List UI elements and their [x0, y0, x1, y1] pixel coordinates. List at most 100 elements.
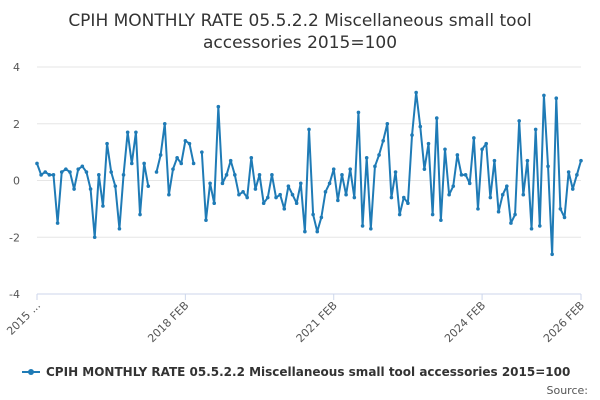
- data-point[interactable]: [191, 161, 196, 166]
- data-point[interactable]: [294, 201, 299, 205]
- data-point[interactable]: [385, 121, 390, 126]
- data-point[interactable]: [286, 184, 291, 188]
- data-point[interactable]: [492, 158, 497, 163]
- data-point[interactable]: [183, 138, 188, 143]
- data-point[interactable]: [47, 173, 52, 177]
- data-point[interactable]: [422, 167, 427, 171]
- data-point[interactable]: [455, 153, 460, 157]
- data-point[interactable]: [364, 156, 369, 160]
- data-point[interactable]: [389, 195, 394, 200]
- data-point[interactable]: [550, 252, 554, 257]
- data-point[interactable]: [274, 195, 278, 200]
- data-point[interactable]: [59, 170, 64, 174]
- data-point[interactable]: [525, 158, 530, 163]
- data-point[interactable]: [257, 173, 262, 177]
- data-point[interactable]: [216, 104, 221, 109]
- data-point[interactable]: [64, 167, 68, 171]
- data-point[interactable]: [154, 170, 159, 174]
- data-point[interactable]: [426, 141, 431, 146]
- data-point[interactable]: [521, 192, 526, 197]
- data-point[interactable]: [146, 184, 151, 188]
- data-point[interactable]: [200, 150, 204, 154]
- data-point[interactable]: [208, 181, 212, 186]
- data-point[interactable]: [377, 153, 381, 157]
- data-point[interactable]: [373, 164, 377, 169]
- data-point[interactable]: [488, 195, 493, 200]
- data-point[interactable]: [340, 173, 344, 177]
- data-point[interactable]: [204, 218, 208, 223]
- data-point[interactable]: [249, 156, 254, 160]
- data-point[interactable]: [430, 212, 435, 217]
- data-point[interactable]: [558, 207, 563, 211]
- data-point[interactable]: [282, 207, 287, 211]
- data-point[interactable]: [356, 110, 361, 115]
- data-point[interactable]: [43, 170, 48, 174]
- data-point[interactable]: [84, 170, 89, 174]
- data-point[interactable]: [241, 190, 245, 194]
- data-point[interactable]: [121, 173, 126, 177]
- data-point[interactable]: [142, 161, 146, 166]
- data-point[interactable]: [480, 147, 484, 152]
- data-point[interactable]: [175, 156, 179, 160]
- data-point[interactable]: [533, 127, 538, 132]
- data-point[interactable]: [562, 215, 567, 220]
- data-point[interactable]: [265, 195, 270, 200]
- data-point[interactable]: [117, 226, 122, 231]
- data-point[interactable]: [513, 212, 517, 217]
- data-point[interactable]: [336, 198, 340, 203]
- data-point[interactable]: [517, 119, 521, 123]
- data-point[interactable]: [443, 147, 447, 152]
- data-point[interactable]: [348, 167, 353, 171]
- data-point[interactable]: [509, 221, 513, 225]
- data-point[interactable]: [55, 221, 60, 225]
- data-point[interactable]: [554, 96, 559, 101]
- data-point[interactable]: [315, 229, 320, 234]
- data-point[interactable]: [76, 167, 81, 171]
- data-point[interactable]: [162, 121, 167, 126]
- data-point[interactable]: [484, 141, 489, 146]
- data-point[interactable]: [158, 153, 163, 157]
- data-point[interactable]: [463, 173, 468, 177]
- data-point[interactable]: [397, 212, 402, 217]
- data-point[interactable]: [579, 158, 583, 163]
- data-point[interactable]: [529, 226, 534, 231]
- data-point[interactable]: [575, 173, 579, 177]
- data-point[interactable]: [245, 195, 249, 200]
- data-point[interactable]: [212, 201, 217, 205]
- data-point[interactable]: [566, 170, 571, 174]
- data-point[interactable]: [414, 90, 418, 95]
- data-point[interactable]: [298, 181, 303, 186]
- data-point[interactable]: [233, 173, 237, 177]
- data-point[interactable]: [80, 164, 85, 169]
- data-point[interactable]: [500, 192, 505, 197]
- data-point[interactable]: [410, 133, 414, 137]
- data-point[interactable]: [476, 207, 480, 211]
- data-point[interactable]: [113, 184, 118, 188]
- data-point[interactable]: [542, 93, 546, 98]
- data-point[interactable]: [179, 161, 184, 166]
- data-point[interactable]: [97, 173, 101, 177]
- data-point[interactable]: [467, 181, 472, 186]
- data-point[interactable]: [92, 235, 97, 240]
- data-point[interactable]: [72, 187, 76, 191]
- data-point[interactable]: [307, 127, 311, 132]
- data-point[interactable]: [129, 161, 134, 166]
- data-point[interactable]: [496, 209, 501, 214]
- data-point[interactable]: [393, 170, 398, 174]
- data-point[interactable]: [331, 167, 336, 171]
- data-point[interactable]: [105, 141, 109, 146]
- data-point[interactable]: [344, 192, 348, 197]
- data-point[interactable]: [51, 173, 56, 177]
- legend[interactable]: CPIH MONTHLY RATE 05.5.2.2 Miscellaneous…: [22, 365, 570, 379]
- data-point[interactable]: [451, 184, 456, 188]
- data-point[interactable]: [39, 173, 43, 177]
- data-point[interactable]: [546, 164, 550, 169]
- data-point[interactable]: [278, 192, 282, 197]
- data-point[interactable]: [101, 204, 105, 208]
- data-point[interactable]: [327, 181, 332, 186]
- data-point[interactable]: [360, 224, 365, 228]
- data-point[interactable]: [401, 195, 406, 200]
- data-point[interactable]: [35, 161, 39, 166]
- data-point[interactable]: [237, 192, 241, 197]
- data-point[interactable]: [171, 167, 175, 171]
